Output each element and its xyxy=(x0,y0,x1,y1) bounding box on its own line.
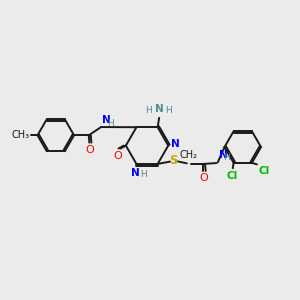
Text: Cl: Cl xyxy=(226,171,238,181)
Text: S: S xyxy=(169,154,177,167)
Text: O: O xyxy=(86,145,94,155)
Text: H: H xyxy=(146,106,152,116)
Text: Cl: Cl xyxy=(258,166,270,176)
Text: H: H xyxy=(165,106,172,116)
Text: H: H xyxy=(140,170,147,179)
Text: N: N xyxy=(102,115,111,125)
Text: CH₃: CH₃ xyxy=(11,130,29,140)
Text: H: H xyxy=(107,118,113,127)
Text: N: N xyxy=(131,168,140,178)
Text: CH₂: CH₂ xyxy=(179,149,197,160)
Text: N: N xyxy=(171,139,180,149)
Text: N: N xyxy=(219,149,228,160)
Text: N: N xyxy=(155,104,164,114)
Text: O: O xyxy=(113,151,122,161)
Text: O: O xyxy=(200,173,208,183)
Text: H: H xyxy=(223,153,230,162)
